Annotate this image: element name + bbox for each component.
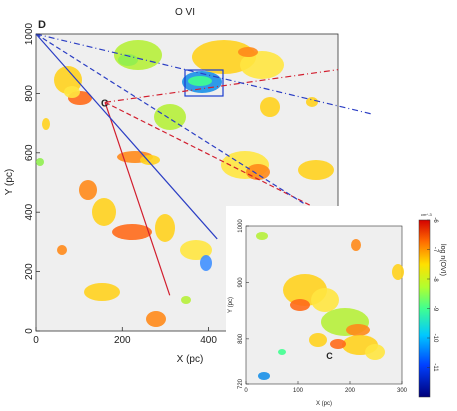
- inset-cloud-patch: [346, 324, 370, 336]
- colorbar-tick-label: -8: [432, 276, 438, 282]
- inset-axis-ticks: 0 100 200 300 720 800 900 1000: [238, 219, 408, 394]
- sightline-solid: [104, 102, 171, 296]
- cloud-patch: [260, 97, 280, 117]
- sightline-dashdot: [104, 69, 339, 103]
- inset-x-tick-label: 100: [293, 388, 304, 394]
- colorbar-tick-label: -9: [432, 306, 438, 312]
- cloud-patch: [155, 214, 175, 242]
- inset-cloud-patch: [278, 349, 286, 355]
- colorbar-label: log n(OVI): [439, 244, 446, 276]
- inset-cloud-patch: [351, 239, 361, 251]
- inset-cloud-patch: [258, 372, 270, 380]
- sightline-dashed: [104, 101, 313, 207]
- x-tick-label: 400: [200, 335, 217, 346]
- cloud-patch: [114, 40, 162, 70]
- inset-cloud-patch: [290, 299, 310, 311]
- cloud-patch: [118, 54, 138, 66]
- sightline-dashed: [35, 33, 304, 204]
- inset-y-tick-label: 800: [238, 333, 244, 344]
- cloud-patch: [42, 118, 50, 130]
- inset-y-tick-label: 900: [238, 277, 244, 288]
- y-tick-label: 0: [24, 328, 35, 334]
- cloud-patch: [36, 158, 44, 166]
- colorbar-tick-label: -6: [432, 217, 438, 223]
- cloud-patch: [92, 198, 116, 226]
- cloud-patch: [188, 76, 212, 86]
- colorbar-tick-label: -11: [432, 363, 438, 372]
- cloud-patch: [298, 160, 334, 180]
- y-tick-label: 200: [24, 263, 35, 280]
- y-tick-label: 400: [24, 203, 35, 220]
- cloud-patch: [112, 224, 152, 240]
- colorbar-tick-label: -10: [432, 334, 438, 343]
- inset-y-axis-label: Y (pc): [228, 297, 234, 313]
- cloud-patch: [200, 255, 212, 271]
- colorbar-ticks: -11 -10 -9 -8 -7 -6: [427, 217, 438, 372]
- inset-cloud-patch: [330, 339, 346, 349]
- inset-cloud-patch: [365, 344, 385, 360]
- cloud-patch: [154, 104, 186, 130]
- inset-cloud-patch: [309, 333, 327, 347]
- cloud-patch: [181, 296, 191, 304]
- marker-c-label: C: [101, 98, 108, 109]
- sightline-layer: C: [35, 33, 373, 296]
- inset-cloud-patch: [392, 264, 404, 280]
- inset-cloud-patch: [311, 288, 339, 312]
- y-tick-label: 1000: [24, 22, 35, 45]
- cloud-patch: [180, 240, 212, 260]
- cloud-patch: [306, 97, 318, 107]
- sightline-solid: [35, 33, 218, 240]
- x-tick-label: 0: [33, 335, 39, 346]
- main-cloud-layer: [36, 40, 334, 327]
- y-tick-label: 600: [24, 144, 35, 161]
- inset-x-tick-label: 0: [244, 388, 248, 394]
- inset-cloud-patch: [256, 232, 268, 240]
- inset-x-tick-label: 300: [397, 388, 408, 394]
- colorbar-tick-label: -7: [432, 247, 438, 253]
- cloud-patch: [238, 47, 258, 57]
- panel-label-d: D: [38, 19, 46, 31]
- inset-y-tick-label: 1000: [238, 219, 244, 233]
- inset-x-tick-label: 200: [345, 388, 356, 394]
- main-y-axis-label: Y (pc): [4, 169, 15, 196]
- inset-x-axis-label: X (pc): [316, 401, 332, 407]
- main-plot: C 020040060002004006008001000 X (pc) Y (…: [4, 19, 373, 365]
- inset-marker-c-label: C: [326, 351, 333, 361]
- cloud-patch: [79, 180, 97, 200]
- sightline-dashdot: [35, 33, 373, 115]
- cloud-boundary: [184, 69, 224, 97]
- x-tick-label: 200: [114, 335, 131, 346]
- cloud-patch: [192, 40, 256, 74]
- main-x-axis-label: X (pc): [177, 354, 204, 365]
- cloud-patch: [246, 164, 270, 180]
- cloud-patch: [84, 283, 120, 301]
- y-tick-label: 800: [24, 85, 35, 102]
- cloud-patch: [64, 86, 80, 98]
- figure-title: O VI: [175, 7, 195, 18]
- inset-cloud-layer: C: [256, 232, 404, 380]
- colorbar-units: cm^-3: [421, 212, 433, 217]
- cloud-patch: [57, 245, 67, 255]
- inset-y-tick-label: 720: [238, 378, 244, 389]
- cloud-patch: [240, 51, 284, 79]
- cloud-patch: [146, 311, 166, 327]
